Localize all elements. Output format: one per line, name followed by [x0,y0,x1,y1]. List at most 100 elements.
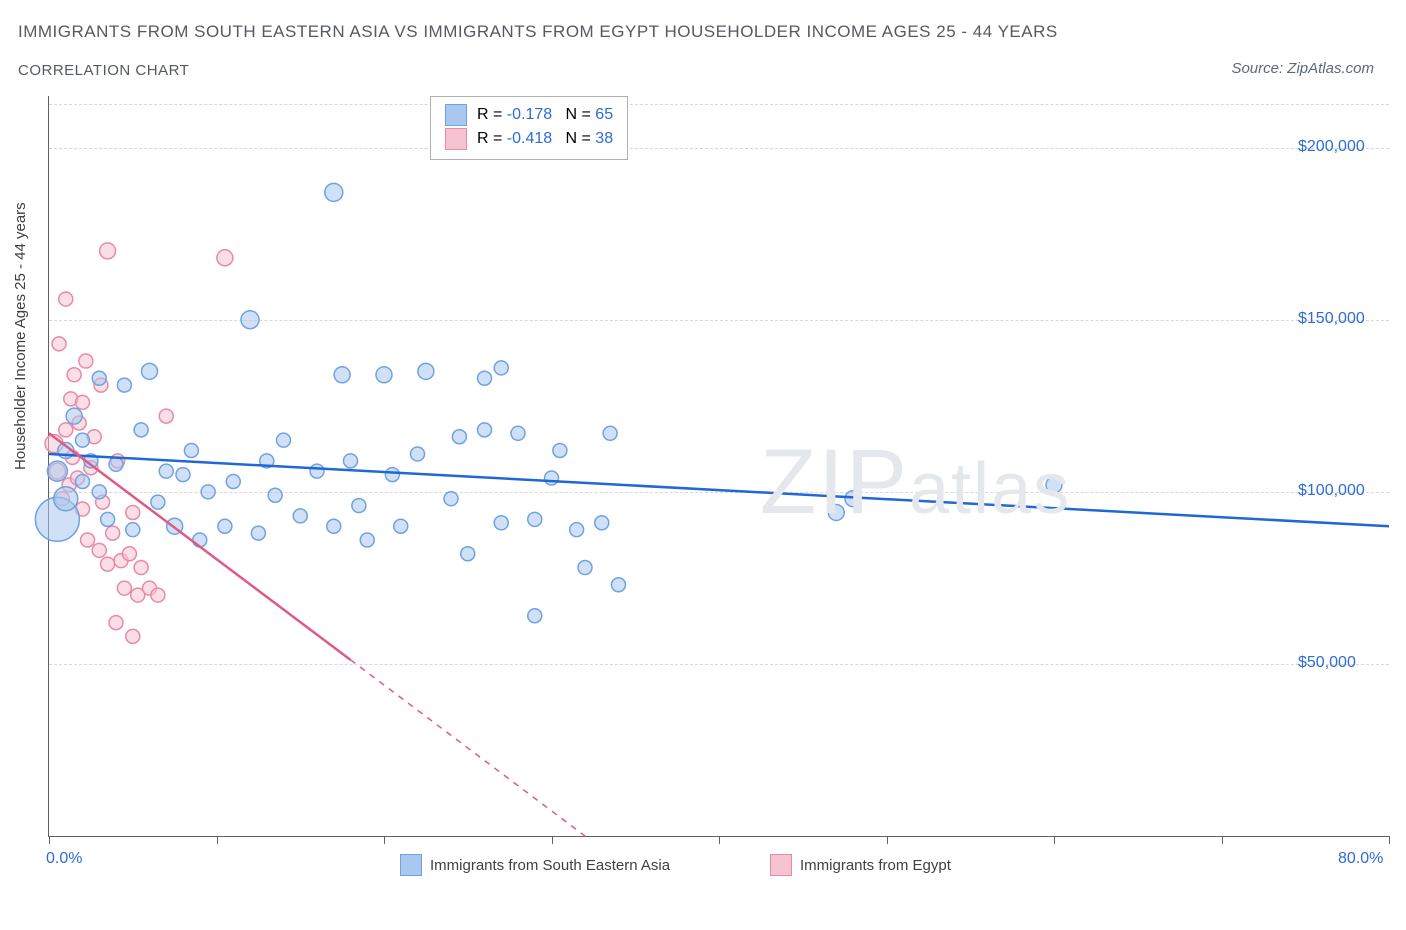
scatter-point-sea [444,492,458,506]
scatter-point-egypt [117,581,131,595]
y-axis-label: Householder Income Ages 25 - 44 years [12,202,29,470]
swatch-sea [445,104,467,126]
scatter-point-sea [394,519,408,533]
scatter-point-sea [151,495,165,509]
scatter-point-sea [494,361,508,375]
x-tick-mark [1054,836,1055,844]
scatter-point-sea [184,444,198,458]
scatter-point-egypt [134,561,148,575]
scatter-point-sea [553,444,567,458]
scatter-point-sea [277,433,291,447]
scatter-point-egypt [81,533,95,547]
scatter-point-sea [109,457,123,471]
scatter-point-sea [226,474,240,488]
stats-row-sea: R = -0.178 N = 65 [445,103,613,127]
scatter-point-sea [528,512,542,526]
scatter-point-sea [385,468,399,482]
scatter-point-sea [511,426,525,440]
y-tick-label: $100,000 [1298,482,1365,500]
x-tick-mark [49,836,50,844]
scatter-point-sea [360,533,374,547]
scatter-point-sea [334,367,350,383]
trend-line-sea [49,454,1389,526]
scatter-point-sea [293,509,307,523]
scatter-point-sea [452,430,466,444]
stats-text-sea: R = -0.178 N = 65 [477,103,613,127]
x-tick-mark [1389,836,1390,844]
source-attribution: Source: ZipAtlas.com [1231,60,1374,77]
scatter-point-egypt [159,409,173,423]
scatter-point-sea [478,371,492,385]
scatter-point-sea [134,423,148,437]
x-tick-mark [887,836,888,844]
bottom-legend-egypt: Immigrants from Egypt [770,854,951,876]
scatter-point-sea [251,526,265,540]
scatter-point-egypt [59,292,73,306]
scatter-point-sea [268,488,282,502]
chart-svg [49,96,1389,836]
stats-legend-box: R = -0.178 N = 65 R = -0.418 N = 38 [430,96,628,160]
scatter-point-egypt [106,526,120,540]
scatter-point-egypt [217,250,233,266]
chart-subtitle: CORRELATION CHART [18,62,189,79]
scatter-point-egypt [76,395,90,409]
scatter-point-sea [828,504,844,520]
bottom-legend-sea: Immigrants from South Eastern Asia [400,854,670,876]
x-tick-mark [552,836,553,844]
y-tick-label: $50,000 [1298,654,1356,672]
scatter-point-sea [570,523,584,537]
scatter-point-sea [344,454,358,468]
x-tick-label: 0.0% [46,850,82,868]
scatter-point-sea [241,311,259,329]
swatch-egypt [445,128,467,150]
scatter-point-egypt [92,543,106,557]
scatter-point-sea [528,609,542,623]
scatter-point-egypt [126,629,140,643]
trend-line-egypt-dashed [351,660,586,836]
scatter-point-sea [310,464,324,478]
scatter-point-sea [201,485,215,499]
scatter-point-sea [218,519,232,533]
scatter-point-egypt [52,337,66,351]
scatter-point-sea [92,485,106,499]
scatter-point-sea [418,363,434,379]
bottom-legend-label-sea: Immigrants from South Eastern Asia [430,857,670,874]
scatter-point-egypt [109,616,123,630]
x-tick-mark [719,836,720,844]
scatter-point-egypt [59,423,73,437]
scatter-point-sea [1046,477,1062,493]
swatch-sea-bottom [400,854,422,876]
scatter-point-sea [612,578,626,592]
scatter-point-sea [603,426,617,440]
scatter-point-sea [142,363,158,379]
scatter-point-sea [193,533,207,547]
y-tick-label: $150,000 [1298,310,1365,328]
scatter-point-egypt [67,368,81,382]
scatter-point-sea [66,408,82,424]
scatter-point-sea [325,183,343,201]
plot-area [48,96,1389,837]
scatter-point-sea [376,367,392,383]
scatter-point-sea [494,516,508,530]
scatter-point-sea [76,474,90,488]
swatch-egypt-bottom [770,854,792,876]
bottom-legend-label-egypt: Immigrants from Egypt [800,857,951,874]
scatter-point-egypt [79,354,93,368]
scatter-point-sea [595,516,609,530]
scatter-point-egypt [100,243,116,259]
scatter-point-sea [101,512,115,526]
scatter-point-sea [176,468,190,482]
scatter-point-egypt [122,547,136,561]
scatter-point-egypt [101,557,115,571]
scatter-point-sea [92,371,106,385]
scatter-point-sea [411,447,425,461]
scatter-point-sea [327,519,341,533]
x-tick-label: 80.0% [1338,850,1383,868]
scatter-point-sea [545,471,559,485]
scatter-point-sea [352,499,366,513]
scatter-point-sea [54,487,78,511]
scatter-point-egypt [151,588,165,602]
y-tick-label: $200,000 [1298,138,1365,156]
stats-row-egypt: R = -0.418 N = 38 [445,127,613,151]
scatter-point-sea [159,464,173,478]
